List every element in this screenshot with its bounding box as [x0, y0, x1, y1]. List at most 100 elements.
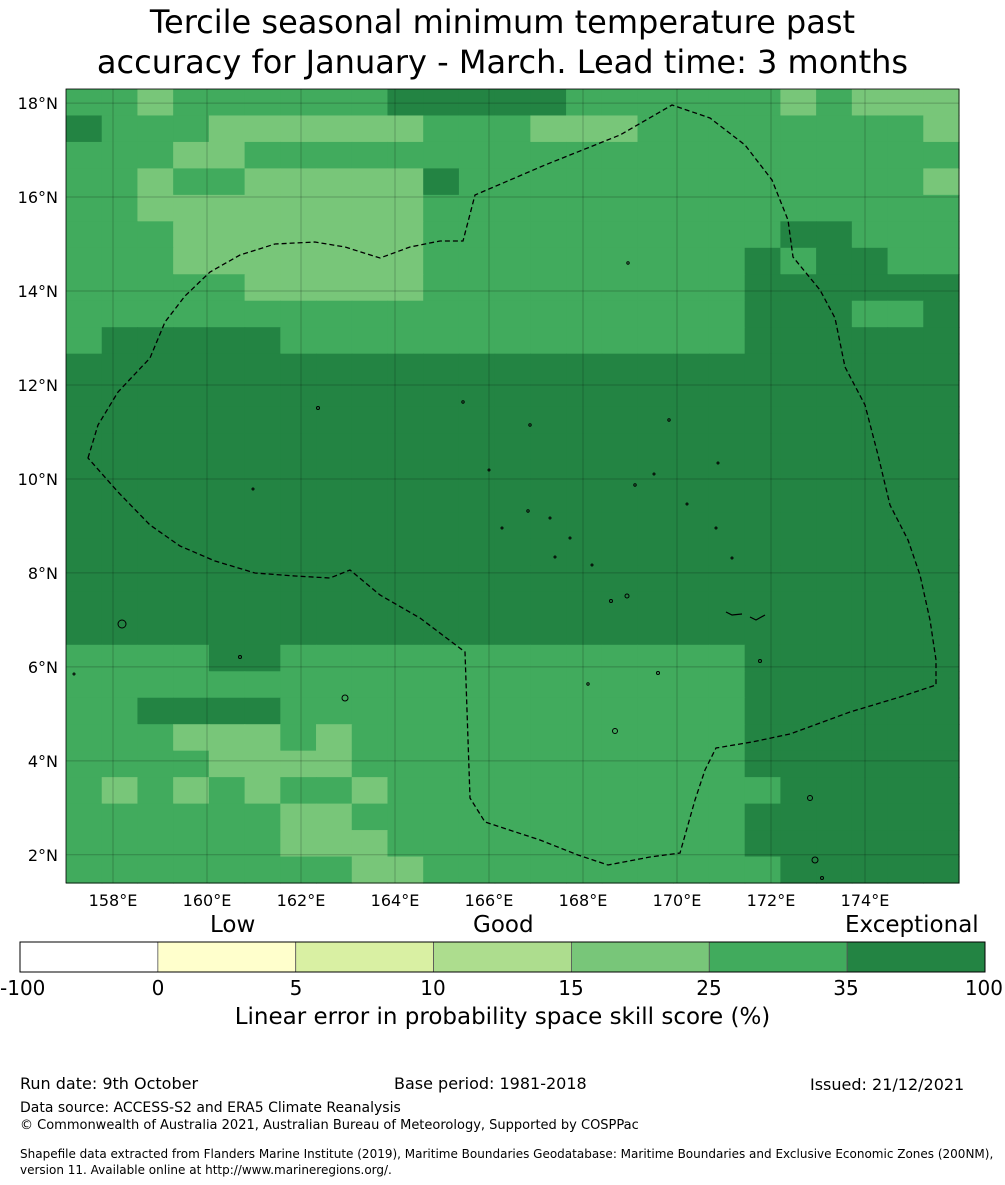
map-frame: [65, 88, 960, 884]
skill-cell: [351, 486, 389, 514]
skill-cell: [851, 89, 889, 117]
skill-cell: [244, 565, 281, 593]
colorbar-tick: 0: [151, 976, 165, 1000]
skill-cell: [744, 618, 781, 646]
skill-cell: [744, 803, 781, 831]
skill-cell: [208, 380, 246, 408]
skill-cell: [816, 671, 853, 699]
skill-cell: [316, 221, 353, 249]
skill-cell: [851, 750, 889, 778]
island-outline: [526, 509, 530, 513]
skill-cell: [601, 433, 639, 461]
skill-cell: [208, 777, 246, 805]
skill-cell: [601, 300, 639, 328]
skill-cell: [316, 115, 353, 143]
skill-cell: [566, 644, 603, 672]
skill-cell: [351, 777, 389, 805]
skill-cell: [137, 856, 174, 884]
skill-cell: [423, 327, 460, 355]
island-outline: [633, 483, 637, 487]
skill-cell: [423, 591, 460, 619]
skill-cell: [566, 327, 603, 355]
skill-cell: [173, 538, 210, 566]
skill-cell: [423, 221, 460, 249]
skill-cell: [530, 777, 567, 805]
skill-cell: [923, 697, 960, 725]
skill-cell: [244, 380, 281, 408]
skill-cell: [423, 565, 460, 593]
skill-cell: [423, 724, 460, 752]
skill-cell: [316, 565, 353, 593]
skill-cell: [780, 300, 817, 328]
skill-cell: [387, 115, 424, 143]
skill-cell: [351, 380, 389, 408]
skill-cell: [316, 380, 353, 408]
skill-cell: [387, 194, 424, 222]
skill-cell: [780, 221, 817, 249]
skill-cell: [887, 115, 924, 143]
skill-cell: [744, 538, 781, 566]
skill-cell: [387, 777, 424, 805]
skill-cell: [137, 538, 174, 566]
skill-cell: [744, 591, 781, 619]
skill-cell: [387, 89, 424, 117]
skill-cell: [387, 433, 424, 461]
longitude-label: 164°E: [371, 891, 420, 910]
skill-cell: [316, 856, 353, 884]
skill-cell: [208, 750, 246, 778]
longitude-label: 166°E: [465, 891, 514, 910]
skill-cell: [530, 644, 567, 672]
latitude-label: 2°N: [28, 846, 58, 865]
skill-cell: [816, 512, 853, 540]
island-outline: [714, 526, 718, 530]
issued-date: Issued: 21/12/2021: [810, 1075, 965, 1094]
base-period: Base period: 1981-2018: [394, 1074, 587, 1093]
skill-cell: [351, 671, 389, 699]
skill-cell: [673, 538, 710, 566]
latitude-label: 14°N: [18, 282, 58, 301]
skill-cell: [280, 856, 317, 884]
skill-cell: [601, 89, 639, 117]
skill-cell: [387, 168, 424, 196]
skill-cell: [744, 724, 781, 752]
skill-cell: [66, 856, 103, 884]
skill-cell: [101, 89, 139, 117]
skill-cell: [458, 194, 496, 222]
skill-cell: [458, 538, 496, 566]
skill-cell: [351, 644, 389, 672]
skill-cell: [566, 697, 603, 725]
skill-cell: [208, 538, 246, 566]
skill-cell: [887, 856, 924, 884]
skill-cell: [173, 141, 210, 169]
skill-cell: [923, 724, 960, 752]
skill-cell: [316, 89, 353, 117]
skill-cell: [708, 803, 746, 831]
skill-cell: [351, 512, 389, 540]
skill-cell: [673, 89, 710, 117]
skill-cell: [780, 856, 817, 884]
skill-cell: [887, 697, 924, 725]
skill-cell: [673, 565, 710, 593]
skill-cell: [351, 538, 389, 566]
skill-cell: [851, 247, 889, 275]
skill-cell: [744, 406, 781, 434]
skill-cell: [244, 141, 281, 169]
skill-cell: [923, 141, 960, 169]
skill-cell: [101, 168, 139, 196]
skill-cell: [780, 538, 817, 566]
skill-cell: [316, 697, 353, 725]
eez-boundary-line: [87, 104, 937, 866]
skill-cell: [851, 406, 889, 434]
skill-cell: [66, 750, 103, 778]
skill-cell: [494, 618, 531, 646]
skill-cell: [816, 406, 853, 434]
skill-cell: [673, 274, 710, 302]
skill-cell: [637, 565, 674, 593]
skill-cell: [923, 803, 960, 831]
skill-cell: [887, 327, 924, 355]
skill-cell: [280, 697, 317, 725]
skill-cell: [351, 168, 389, 196]
skill-cell: [708, 221, 746, 249]
skill-cell: [137, 89, 174, 117]
skill-cell: [280, 565, 317, 593]
